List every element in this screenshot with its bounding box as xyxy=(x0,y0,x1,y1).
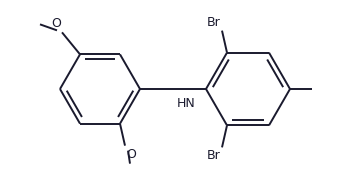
Text: O: O xyxy=(126,148,136,161)
Text: Br: Br xyxy=(207,149,221,162)
Text: O: O xyxy=(51,17,61,30)
Text: HN: HN xyxy=(177,97,196,110)
Text: Br: Br xyxy=(207,16,221,29)
